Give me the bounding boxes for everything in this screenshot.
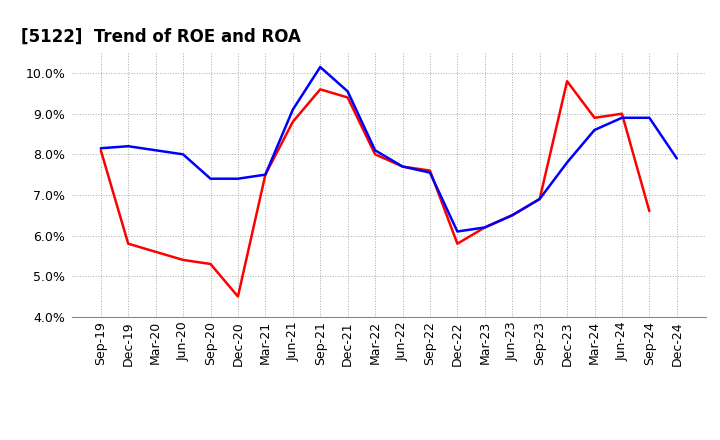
Text: [5122]  Trend of ROE and ROA: [5122] Trend of ROE and ROA — [22, 28, 301, 46]
